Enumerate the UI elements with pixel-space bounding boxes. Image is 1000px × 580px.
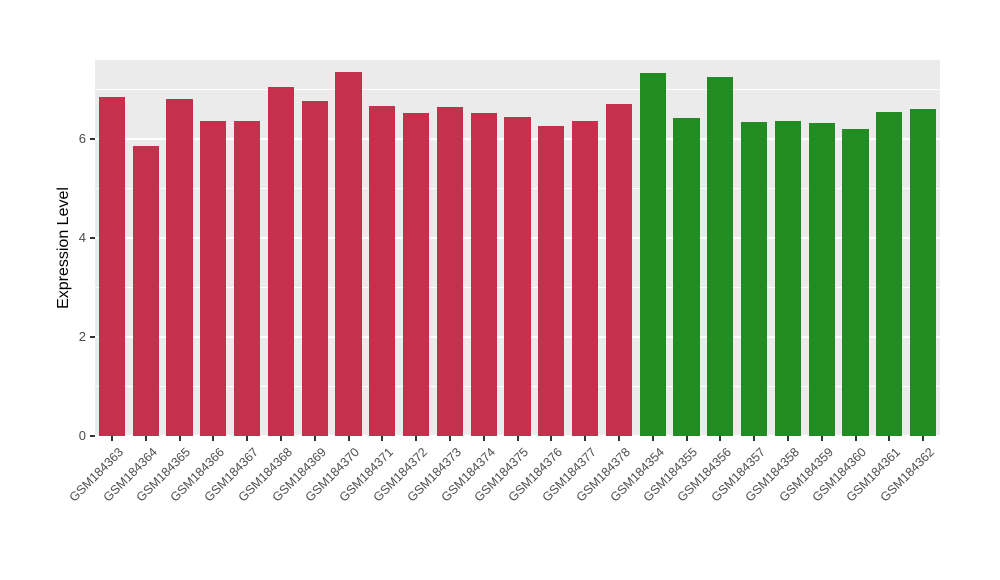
bar bbox=[571, 120, 599, 436]
bar bbox=[774, 120, 802, 436]
bar bbox=[200, 120, 227, 436]
x-tick-mark bbox=[550, 436, 553, 441]
x-tick-mark bbox=[212, 436, 215, 441]
bar bbox=[605, 103, 633, 436]
bar bbox=[639, 73, 666, 436]
bar bbox=[98, 97, 126, 436]
bar bbox=[233, 120, 261, 436]
x-tick-mark bbox=[110, 436, 113, 441]
bar bbox=[538, 125, 565, 436]
y-tick-label: 4 bbox=[78, 230, 86, 246]
y-tick-label: 6 bbox=[78, 131, 86, 147]
bar bbox=[369, 105, 396, 436]
x-tick-mark bbox=[584, 436, 587, 441]
y-tick-mark bbox=[90, 237, 95, 240]
x-tick-mark bbox=[144, 436, 147, 441]
x-tick-mark bbox=[719, 436, 722, 441]
x-tick-mark bbox=[246, 436, 249, 441]
y-tick-label: 0 bbox=[78, 428, 86, 443]
y-tick-mark bbox=[90, 138, 95, 141]
bar bbox=[740, 121, 768, 436]
bar bbox=[707, 77, 734, 436]
gridline-minor bbox=[95, 89, 940, 91]
bar bbox=[132, 145, 159, 436]
x-tick-mark bbox=[922, 436, 925, 441]
x-tick-mark bbox=[178, 436, 181, 441]
bar bbox=[842, 129, 869, 436]
y-tick-mark bbox=[90, 336, 95, 339]
bar bbox=[267, 87, 295, 436]
x-tick-mark bbox=[381, 436, 384, 441]
y-tick-mark bbox=[90, 435, 95, 437]
x-tick-mark bbox=[448, 436, 451, 441]
bar bbox=[504, 116, 531, 436]
bar bbox=[335, 72, 362, 436]
y-axis-title: Expression Level bbox=[55, 187, 72, 309]
x-tick-mark bbox=[313, 436, 316, 441]
x-tick-mark bbox=[753, 436, 756, 441]
bar bbox=[876, 111, 903, 436]
bar bbox=[301, 100, 328, 436]
x-tick-mark bbox=[347, 436, 350, 441]
x-tick-mark bbox=[854, 436, 857, 441]
bar bbox=[470, 112, 497, 436]
plot-panel bbox=[95, 60, 940, 437]
y-tick-label: 2 bbox=[78, 329, 86, 345]
x-tick-mark bbox=[786, 436, 789, 441]
x-tick-mark bbox=[651, 436, 654, 441]
bar bbox=[402, 112, 430, 436]
x-tick-mark bbox=[888, 436, 891, 441]
bar bbox=[808, 122, 835, 436]
x-tick-mark bbox=[516, 436, 519, 441]
x-tick-mark bbox=[482, 436, 485, 441]
bar bbox=[673, 118, 700, 436]
bar bbox=[166, 98, 193, 436]
x-tick-mark bbox=[415, 436, 418, 441]
bar bbox=[436, 107, 464, 436]
bar bbox=[909, 109, 937, 436]
x-tick-mark bbox=[617, 436, 620, 441]
x-tick-mark bbox=[279, 436, 282, 441]
x-tick-mark bbox=[685, 436, 688, 441]
x-tick-mark bbox=[820, 436, 823, 441]
